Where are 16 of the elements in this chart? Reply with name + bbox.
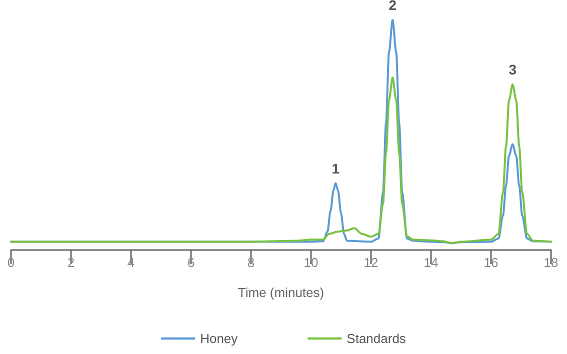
x-tick-label: 4 (127, 255, 135, 270)
x-tick-label: 2 (67, 255, 75, 270)
x-tick-label: 10 (304, 255, 318, 270)
x-tick-label: 14 (424, 255, 438, 270)
x-tick-label: 0 (7, 255, 15, 270)
annotation: 1 (332, 160, 340, 176)
annotation: 3 (508, 61, 517, 78)
x-tick-label: 12 (364, 255, 378, 270)
legend-label: Honey (200, 331, 238, 346)
x-tick-label: 18 (544, 255, 558, 270)
x-axis-title: Time (minutes) (238, 285, 324, 300)
legend-label: Standards (346, 331, 406, 346)
x-tick-label: 8 (247, 255, 255, 270)
x-tick-label: 16 (484, 255, 498, 270)
annotation: 2 (388, 0, 397, 13)
x-tick-label: 6 (187, 255, 195, 270)
